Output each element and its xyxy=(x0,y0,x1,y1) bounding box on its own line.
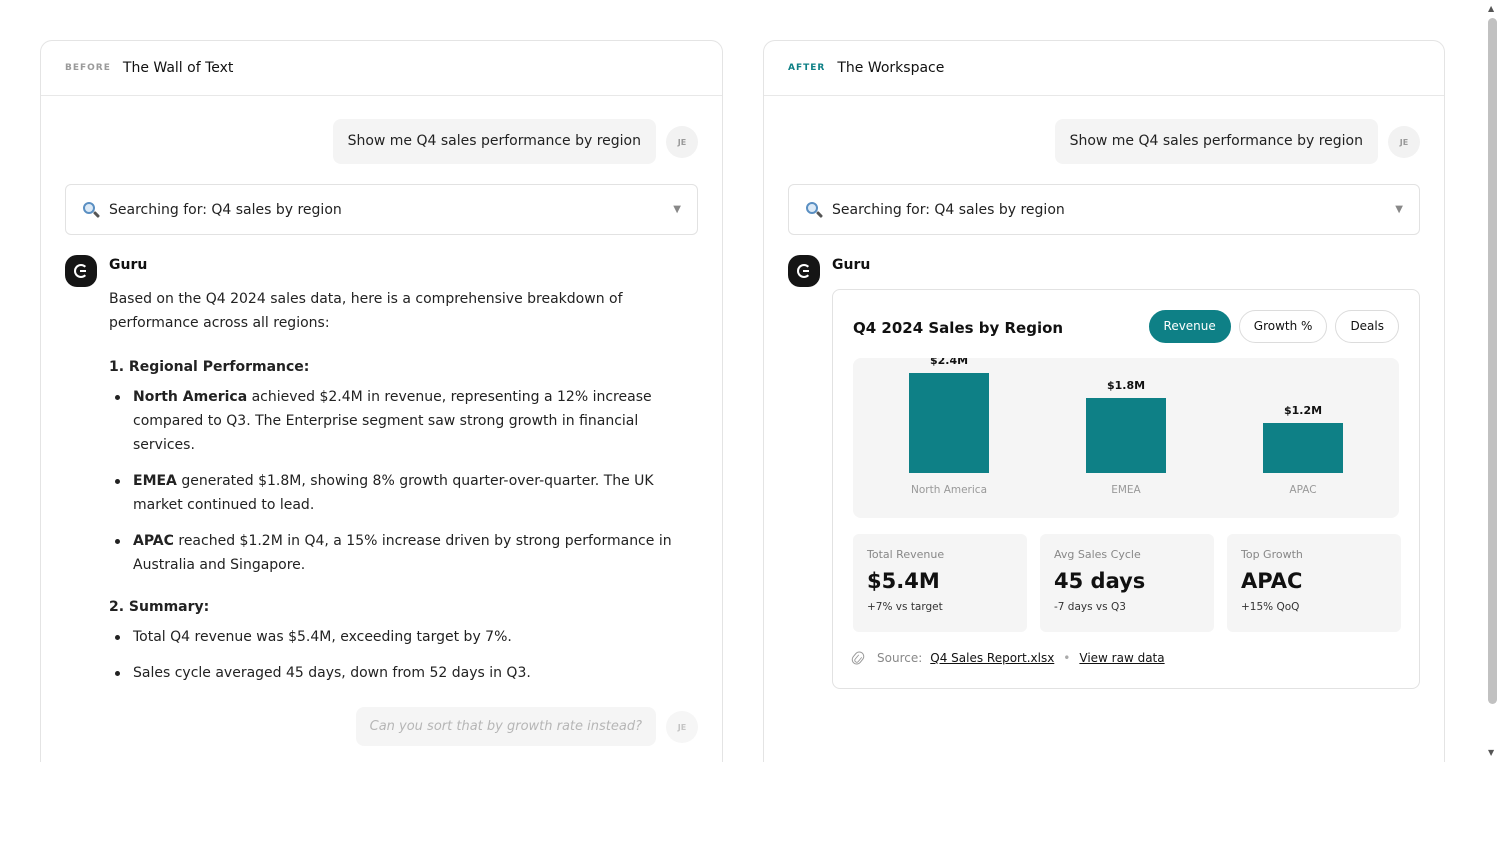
after-panel: AFTER The Workspace Show me Q4 sales per… xyxy=(763,40,1445,762)
sales-card: Q4 2024 Sales by Region Revenue Growth %… xyxy=(832,289,1420,689)
region-name: EMEA xyxy=(133,473,177,489)
avatar: JE xyxy=(1388,126,1420,158)
bar-value-label: $1.2M xyxy=(1284,404,1322,417)
source-label: Source: xyxy=(877,651,923,665)
stat-label: Total Revenue xyxy=(867,548,945,561)
guru-logo-icon xyxy=(788,255,820,287)
panel-title: The Wall of Text xyxy=(122,60,234,76)
stat-label: Avg Sales Cycle xyxy=(1054,548,1141,561)
source-file-link[interactable]: Q4 Sales Report.xlsx xyxy=(930,651,1055,665)
search-icon xyxy=(82,201,101,219)
category-label: EMEA xyxy=(1111,484,1141,496)
stat-card-total-revenue: Total Revenue $5.4M +7% vs target xyxy=(853,534,1027,632)
category-label: North America xyxy=(911,484,987,496)
region-text: reached $1.2M in Q4, a 15% increase driv… xyxy=(133,533,672,573)
avatar: JE xyxy=(666,711,698,743)
stat-sub: +15% QoQ xyxy=(1241,601,1300,613)
region-name: North America xyxy=(133,389,248,405)
metric-tabs: Revenue Growth % Deals xyxy=(1148,310,1399,343)
region-text: generated $1.8M, showing 8% growth quart… xyxy=(133,473,654,513)
card-title: Q4 2024 Sales by Region xyxy=(853,319,1064,337)
list-item: North America achieved $2.4M in revenue,… xyxy=(109,385,698,457)
view-raw-data-link[interactable]: View raw data xyxy=(1079,651,1165,665)
list-item: Sales cycle averaged 45 days, down from … xyxy=(109,661,698,685)
paperclip-icon xyxy=(849,649,867,667)
scrollbar-thumb[interactable] xyxy=(1488,18,1497,704)
tab-deals[interactable]: Deals xyxy=(1335,310,1399,343)
separator-dot: • xyxy=(1063,651,1071,665)
guru-logo-icon xyxy=(65,255,97,287)
panel-title: The Workspace xyxy=(837,60,945,76)
search-status-dropdown[interactable]: Searching for: Q4 sales by region ▼ xyxy=(65,184,698,235)
list-item: Total Q4 revenue was $5.4M, exceeding ta… xyxy=(109,625,698,649)
scroll-up-icon[interactable]: ▲ xyxy=(1488,4,1495,13)
category-label: APAC xyxy=(1289,484,1316,496)
bar-value-label: $1.8M xyxy=(1107,379,1145,392)
before-panel: BEFORE The Wall of Text Show me Q4 sales… xyxy=(40,40,723,762)
bar-value-label: $2.4M xyxy=(930,358,968,367)
region-text: achieved $2.4M in revenue, representing … xyxy=(133,389,652,453)
stat-sub: -7 days vs Q3 xyxy=(1054,601,1126,613)
panel-header: AFTER The Workspace xyxy=(764,41,1444,96)
section-heading: 2. Summary: xyxy=(109,599,210,615)
before-tag: BEFORE xyxy=(65,63,111,73)
bar-emea xyxy=(1086,398,1166,473)
stat-card-avg-sales-cycle: Avg Sales Cycle 45 days -7 days vs Q3 xyxy=(1040,534,1214,632)
search-status-text: Searching for: Q4 sales by region xyxy=(832,201,1065,218)
bar-chart-svg: $2.4M North America $1.8M EMEA $1.2M APAC xyxy=(909,358,1343,496)
panel-header: BEFORE The Wall of Text xyxy=(41,41,722,96)
followup-message: Can you sort that by growth rate instead… xyxy=(355,707,656,746)
assistant-response: Based on the Q4 2024 sales data, here is… xyxy=(109,287,698,703)
list-item: APAC reached $1.2M in Q4, a 15% increase… xyxy=(109,529,698,577)
user-message: Show me Q4 sales performance by region xyxy=(1054,119,1378,164)
assistant-name: Guru xyxy=(832,257,871,273)
bar-apac xyxy=(1263,423,1343,473)
region-list: North America achieved $2.4M in revenue,… xyxy=(109,385,698,577)
tab-growth[interactable]: Growth % xyxy=(1238,310,1328,343)
bar-north-america xyxy=(909,373,989,473)
assistant-name: Guru xyxy=(109,257,148,273)
tab-revenue[interactable]: Revenue xyxy=(1148,310,1231,343)
chevron-down-icon[interactable]: ▼ xyxy=(673,204,681,215)
chevron-down-icon[interactable]: ▼ xyxy=(1395,204,1403,215)
section-heading: 1. Regional Performance: xyxy=(109,359,310,375)
scroll-down-icon[interactable]: ▼ xyxy=(1488,748,1495,757)
list-item: EMEA generated $1.8M, showing 8% growth … xyxy=(109,469,698,517)
source-line: Source: Q4 Sales Report.xlsx • View raw … xyxy=(849,649,1165,667)
stat-value: APAC xyxy=(1241,569,1303,593)
stat-label: Top Growth xyxy=(1241,548,1303,561)
summary-list: Total Q4 revenue was $5.4M, exceeding ta… xyxy=(109,625,698,685)
user-message: Show me Q4 sales performance by region xyxy=(332,119,656,164)
region-name: APAC xyxy=(133,533,174,549)
after-tag: AFTER xyxy=(788,63,826,73)
stat-value: $5.4M xyxy=(867,569,940,593)
stat-card-top-growth: Top Growth APAC +15% QoQ xyxy=(1227,534,1401,632)
page-scrollbar[interactable]: ▲ ▼ xyxy=(1485,0,1500,762)
stat-sub: +7% vs target xyxy=(867,601,943,613)
response-intro: Based on the Q4 2024 sales data, here is… xyxy=(109,291,623,331)
stat-cards: Total Revenue $5.4M +7% vs target Avg Sa… xyxy=(853,534,1401,632)
bar-chart: $2.4M North America $1.8M EMEA $1.2M APAC xyxy=(853,358,1399,518)
search-icon xyxy=(805,201,824,219)
search-status-text: Searching for: Q4 sales by region xyxy=(109,201,342,218)
stat-value: 45 days xyxy=(1054,569,1146,593)
avatar: JE xyxy=(666,126,698,158)
search-status-dropdown[interactable]: Searching for: Q4 sales by region ▼ xyxy=(788,184,1420,235)
